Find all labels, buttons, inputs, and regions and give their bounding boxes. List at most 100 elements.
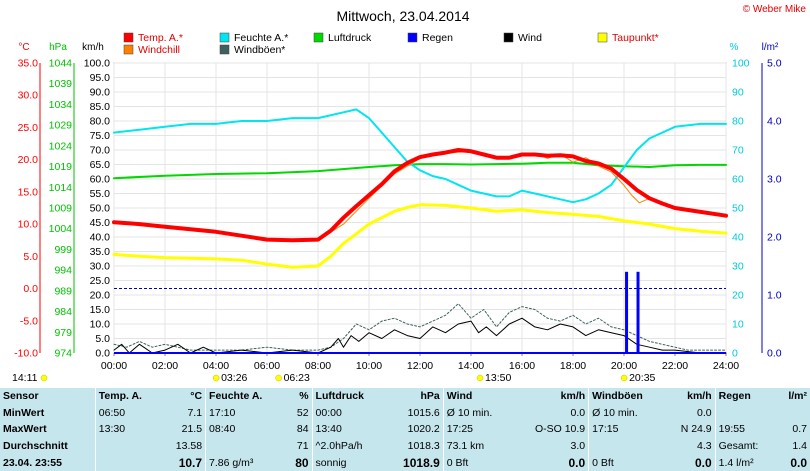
table-header-cell: Luftdruck (311, 388, 386, 405)
legend-label: Luftdruck (328, 32, 372, 44)
event-marker (40, 374, 48, 382)
table-header-cell: Temp. A. (94, 388, 162, 405)
table-cell: 71 (296, 440, 309, 453)
tick-label: 979 (54, 327, 72, 339)
credit-text: © Weber Mike (743, 4, 807, 15)
tick-label: 04:00 (203, 360, 229, 372)
tick-label: 10 (732, 319, 744, 331)
event-marker (212, 374, 220, 382)
tick-label: 50.0 (90, 203, 111, 215)
tick-label: 100.0 (84, 58, 110, 70)
table-cell: 0.7 (792, 423, 807, 436)
grid (113, 62, 727, 354)
tick-label: 974 (54, 348, 72, 360)
table-cell: 0.0 (568, 455, 586, 470)
tick-label: 5.0 (767, 58, 782, 70)
tick-label: 4.0 (767, 116, 782, 128)
table-cell: 3.0 (570, 440, 586, 453)
tick-label: 984 (54, 306, 72, 318)
table-cell: Durchschnitt (3, 440, 68, 453)
legend-swatch (219, 44, 230, 55)
legend-swatch (503, 32, 514, 43)
table-cell: 52 (296, 406, 309, 419)
table-header-cell: Regen (714, 388, 777, 405)
tick-label: 10:00 (356, 360, 382, 372)
tick-label: -5.0 (20, 315, 38, 327)
tick-label: 30.0 (18, 90, 39, 102)
tick-label: 60 (732, 174, 744, 186)
table-cell: 7.1 (187, 406, 203, 419)
table-row: 23.04. 23:55 10.7 7.86 g/m³ 80 sonnig 10… (0, 454, 810, 471)
tick-label: 15.0 (18, 186, 39, 198)
table-cell: 13:40 (311, 421, 386, 438)
table-cell: 0.0 (697, 406, 712, 419)
rain-unit: l/m² (762, 42, 779, 53)
table-cell (777, 405, 810, 422)
event-time: 20:35 (629, 372, 655, 384)
table-cell (94, 454, 162, 471)
table-cell: 1018.3 (407, 440, 440, 453)
tick-label: 45.0 (90, 217, 111, 229)
series-line (113, 108, 727, 204)
table-cell: Ø 10 min. (442, 404, 513, 422)
table-cell: 00:00 (311, 404, 386, 422)
tick-label: 989 (54, 285, 72, 297)
table-cell: 4.3 (697, 440, 712, 453)
tick-label: 02:00 (152, 360, 178, 372)
table-header-cell: % (299, 390, 309, 403)
legend-swatch (123, 32, 134, 43)
tick-label: 1034 (49, 99, 73, 111)
tick-label: 3.0 (767, 174, 782, 186)
table-cell: MaxWert (3, 423, 47, 436)
tick-label: 20.0 (90, 290, 111, 302)
tick-label: 75.0 (90, 130, 111, 142)
table-header-cell: hPa (420, 390, 440, 403)
table-cell: 0 Bft (442, 454, 513, 471)
tick-label: 40 (732, 232, 744, 244)
tick-label: 10.0 (90, 319, 111, 331)
tick-label: 25.0 (90, 275, 111, 287)
table-cell: Gesamt: (714, 437, 777, 455)
table-cell: 0.0 (570, 406, 586, 419)
table-cell: 1.4 (792, 440, 807, 453)
table-header-cell: Windböen (588, 388, 666, 405)
legend-swatch (407, 32, 418, 43)
axis-units: °C hPa km/h % l/m² (18, 42, 779, 53)
legend-swatch (597, 32, 608, 43)
table-cell: 23.04. 23:55 (3, 456, 62, 469)
table-header-cell: Wind (442, 388, 513, 405)
tick-label: 0 (732, 348, 738, 360)
legend: Temp. A.* Feuchte A.* Luftdruck Regen Wind Ta… (123, 32, 659, 56)
y-axes: 35.0 30.0 25.0 20.0 15.0 10.0 5.0 0.0 -5.0 -10.0 1… (14, 58, 782, 360)
bottom-marks: 14:11 03:26 06:23 13:50 20:35 (12, 372, 656, 384)
tick-label: 1014 (49, 182, 73, 194)
table-cell: 17:10 (205, 404, 286, 422)
tick-label: 06:00 (254, 360, 280, 372)
event-time: 03:26 (221, 372, 247, 384)
humidity-unit: % (730, 42, 739, 53)
tick-label: 5.0 (23, 251, 38, 263)
event-time: 13:50 (485, 372, 511, 384)
tick-label: 55.0 (90, 188, 111, 200)
table-row: Durchschnitt 13.58 71 ^2.0hPa/h 1018.3 7… (0, 437, 810, 455)
tick-label: 20:00 (611, 360, 637, 372)
chart-title: Mittwoch, 23.04.2014 (336, 8, 469, 24)
temp-unit: °C (18, 42, 29, 53)
tick-label: 1009 (49, 203, 73, 215)
stats-table: Sensor Temp. A. °C Feuchte A. % Luftdruc… (0, 388, 810, 471)
pressure-unit: hPa (49, 42, 67, 53)
table-cell: 73.1 km (442, 437, 513, 455)
tick-label: 35.0 (90, 246, 111, 258)
tick-label: 999 (54, 244, 72, 256)
tick-label: -10.0 (14, 348, 38, 360)
table-cell: 1018.9 (403, 455, 440, 470)
legend-label: Windchill (138, 44, 180, 56)
tick-label: 90.0 (90, 87, 111, 99)
tick-label: 5.0 (95, 333, 110, 345)
table-cell (714, 404, 777, 422)
table-cell: 17:15 (588, 421, 666, 438)
tick-label: 40.0 (90, 232, 111, 244)
table-cell: 17:25 (442, 421, 513, 438)
tick-label: 50 (732, 203, 744, 215)
plot-series (112, 108, 728, 354)
